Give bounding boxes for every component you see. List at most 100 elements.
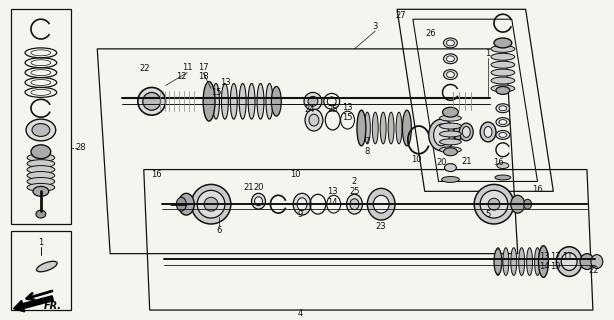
Text: 21: 21	[243, 183, 254, 192]
Text: 16: 16	[532, 185, 543, 194]
Ellipse shape	[372, 112, 378, 144]
Text: 20: 20	[253, 183, 264, 192]
Ellipse shape	[197, 190, 225, 218]
Text: 10: 10	[411, 155, 422, 164]
Text: 13: 13	[342, 103, 353, 112]
FancyArrow shape	[14, 296, 53, 312]
Ellipse shape	[257, 84, 264, 119]
Ellipse shape	[445, 164, 456, 172]
Ellipse shape	[138, 87, 166, 115]
Ellipse shape	[204, 197, 218, 211]
Text: 22: 22	[589, 266, 599, 275]
Text: 5: 5	[486, 210, 491, 219]
Ellipse shape	[524, 199, 532, 209]
Ellipse shape	[373, 195, 389, 213]
Ellipse shape	[402, 110, 411, 146]
Text: 14: 14	[327, 198, 338, 207]
Text: 23: 23	[376, 222, 386, 231]
Ellipse shape	[462, 126, 470, 137]
Ellipse shape	[491, 45, 515, 52]
Ellipse shape	[511, 248, 517, 276]
Ellipse shape	[305, 109, 323, 131]
Ellipse shape	[446, 40, 454, 46]
Ellipse shape	[484, 126, 492, 137]
Ellipse shape	[440, 147, 461, 153]
Ellipse shape	[440, 115, 461, 121]
Ellipse shape	[441, 177, 459, 182]
Text: 14: 14	[539, 262, 550, 271]
Text: 25: 25	[327, 105, 338, 114]
Ellipse shape	[446, 56, 454, 62]
Ellipse shape	[556, 247, 582, 276]
Ellipse shape	[367, 188, 395, 220]
Ellipse shape	[230, 84, 237, 119]
Ellipse shape	[27, 166, 55, 173]
Ellipse shape	[252, 193, 265, 209]
Ellipse shape	[496, 104, 510, 113]
Ellipse shape	[511, 195, 524, 213]
Ellipse shape	[440, 139, 461, 145]
Text: 16: 16	[492, 158, 503, 167]
Text: 3: 3	[373, 22, 378, 31]
Text: 16: 16	[151, 170, 162, 179]
Ellipse shape	[443, 107, 459, 117]
Text: 1: 1	[486, 49, 491, 58]
Text: 15: 15	[343, 113, 353, 122]
Ellipse shape	[31, 145, 51, 159]
Ellipse shape	[443, 70, 457, 80]
Ellipse shape	[222, 84, 228, 119]
Text: 15: 15	[211, 88, 221, 97]
Ellipse shape	[36, 261, 57, 272]
Text: 1: 1	[38, 238, 44, 247]
Ellipse shape	[396, 112, 402, 144]
Text: 19: 19	[550, 262, 561, 271]
Ellipse shape	[519, 248, 524, 276]
Text: 17: 17	[550, 252, 561, 261]
Text: 9: 9	[297, 210, 303, 219]
Ellipse shape	[350, 199, 359, 210]
Ellipse shape	[580, 254, 594, 269]
Ellipse shape	[443, 148, 457, 156]
Ellipse shape	[27, 178, 55, 185]
Ellipse shape	[248, 84, 255, 119]
Text: 22: 22	[139, 64, 150, 73]
Ellipse shape	[499, 106, 507, 111]
Ellipse shape	[496, 86, 510, 94]
Ellipse shape	[503, 248, 509, 276]
Text: 13: 13	[539, 252, 550, 261]
Ellipse shape	[27, 183, 55, 191]
Text: 10: 10	[290, 170, 300, 179]
Text: 25: 25	[349, 187, 360, 196]
Ellipse shape	[491, 85, 515, 92]
Text: 20: 20	[437, 158, 447, 167]
Ellipse shape	[143, 92, 161, 110]
Ellipse shape	[459, 123, 473, 141]
Text: 13: 13	[327, 187, 338, 196]
Ellipse shape	[561, 253, 577, 270]
Ellipse shape	[203, 82, 215, 121]
Text: 24: 24	[305, 105, 315, 114]
Ellipse shape	[309, 114, 319, 126]
Ellipse shape	[443, 54, 457, 64]
Ellipse shape	[27, 154, 55, 162]
Ellipse shape	[443, 38, 457, 48]
Ellipse shape	[308, 96, 318, 106]
Text: 28: 28	[75, 143, 86, 152]
Ellipse shape	[453, 126, 464, 140]
Ellipse shape	[364, 112, 370, 144]
Ellipse shape	[538, 246, 548, 277]
Ellipse shape	[297, 198, 307, 211]
Ellipse shape	[380, 112, 386, 144]
Ellipse shape	[357, 110, 366, 146]
Ellipse shape	[491, 69, 515, 76]
Ellipse shape	[591, 255, 603, 268]
Ellipse shape	[433, 124, 449, 146]
Text: 21: 21	[461, 157, 472, 166]
Ellipse shape	[27, 172, 55, 180]
Ellipse shape	[488, 198, 500, 210]
Ellipse shape	[388, 112, 394, 144]
Text: 13: 13	[220, 78, 231, 87]
Ellipse shape	[212, 84, 219, 119]
Text: 4: 4	[297, 308, 303, 317]
Ellipse shape	[480, 190, 508, 218]
